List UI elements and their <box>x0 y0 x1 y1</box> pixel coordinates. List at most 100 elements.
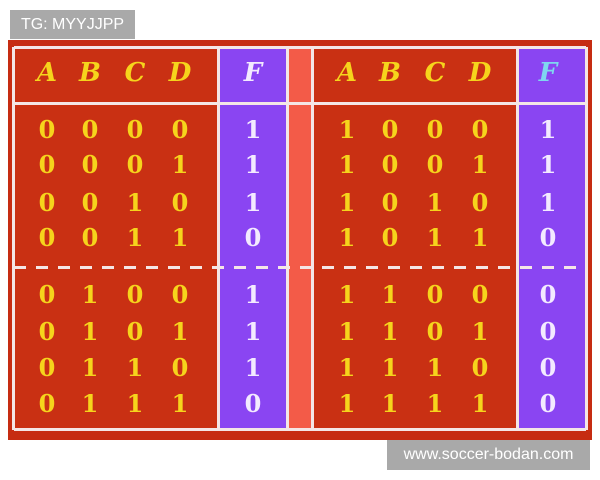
input-cell: 1 <box>471 389 489 418</box>
input-cell: 0 <box>171 188 189 217</box>
column-header-d: D <box>468 58 492 88</box>
input-cell: 0 <box>471 115 489 144</box>
column-header-c: C <box>424 58 446 88</box>
divider <box>585 47 588 430</box>
output-cell: 1 <box>539 150 557 179</box>
input-cell: 1 <box>338 150 356 179</box>
input-cell: 0 <box>426 115 444 144</box>
divider <box>286 47 289 430</box>
column-header-f: F <box>243 58 263 88</box>
input-cell: 1 <box>381 353 399 382</box>
input-cell: 0 <box>81 150 99 179</box>
column-header-f: F <box>538 58 558 88</box>
header-divider <box>14 102 586 105</box>
input-cell: 1 <box>126 389 144 418</box>
divider <box>14 428 586 431</box>
input-cell: 0 <box>38 317 56 346</box>
left-inputs-panel <box>14 47 218 430</box>
input-cell: 1 <box>81 389 99 418</box>
output-cell: 0 <box>244 389 262 418</box>
input-cell: 0 <box>381 223 399 252</box>
divider <box>14 46 586 49</box>
column-header-c: C <box>124 58 146 88</box>
output-cell: 0 <box>539 317 557 346</box>
input-cell: 1 <box>338 317 356 346</box>
input-cell: 0 <box>38 280 56 309</box>
input-cell: 1 <box>338 188 356 217</box>
divider <box>217 47 220 430</box>
input-cell: 0 <box>381 150 399 179</box>
separator-strip <box>289 47 311 430</box>
column-header-b: B <box>79 58 101 88</box>
input-cell: 0 <box>471 280 489 309</box>
input-cell: 0 <box>426 280 444 309</box>
input-cell: 0 <box>426 317 444 346</box>
input-cell: 1 <box>471 223 489 252</box>
input-cell: 1 <box>426 223 444 252</box>
input-cell: 0 <box>38 188 56 217</box>
column-header-a: A <box>36 58 58 88</box>
input-cell: 1 <box>471 150 489 179</box>
input-cell: 0 <box>471 188 489 217</box>
input-cell: 1 <box>171 223 189 252</box>
output-cell: 1 <box>244 353 262 382</box>
output-cell: 1 <box>244 188 262 217</box>
input-cell: 0 <box>126 150 144 179</box>
input-cell: 1 <box>338 223 356 252</box>
input-cell: 0 <box>81 223 99 252</box>
input-cell: 1 <box>81 280 99 309</box>
input-cell: 0 <box>38 389 56 418</box>
dashed-group-divider <box>14 266 586 269</box>
input-cell: 0 <box>471 353 489 382</box>
input-cell: 1 <box>426 389 444 418</box>
input-cell: 0 <box>38 223 56 252</box>
input-cell: 1 <box>338 280 356 309</box>
input-cell: 1 <box>171 389 189 418</box>
input-cell: 0 <box>38 353 56 382</box>
output-cell: 1 <box>244 280 262 309</box>
input-cell: 1 <box>426 188 444 217</box>
right-inputs-panel <box>314 47 516 430</box>
left-output-panel <box>220 47 286 430</box>
input-cell: 0 <box>81 115 99 144</box>
input-cell: 1 <box>126 188 144 217</box>
divider <box>516 47 519 430</box>
column-header-b: B <box>379 58 401 88</box>
output-cell: 0 <box>539 280 557 309</box>
input-cell: 0 <box>381 115 399 144</box>
input-cell: 0 <box>38 115 56 144</box>
input-cell: 1 <box>81 353 99 382</box>
right-output-panel <box>519 47 586 430</box>
input-cell: 0 <box>126 115 144 144</box>
input-cell: 0 <box>426 150 444 179</box>
input-cell: 1 <box>381 389 399 418</box>
input-cell: 1 <box>381 280 399 309</box>
output-cell: 0 <box>539 389 557 418</box>
input-cell: 1 <box>171 317 189 346</box>
watermark-top-left: TG: MYYJJPP <box>10 10 135 39</box>
input-cell: 1 <box>81 317 99 346</box>
input-cell: 1 <box>426 353 444 382</box>
divider <box>311 47 314 430</box>
column-header-a: A <box>336 58 358 88</box>
input-cell: 1 <box>381 317 399 346</box>
output-cell: 1 <box>244 317 262 346</box>
input-cell: 0 <box>381 188 399 217</box>
input-cell: 1 <box>338 353 356 382</box>
input-cell: 0 <box>171 353 189 382</box>
input-cell: 0 <box>171 280 189 309</box>
output-cell: 0 <box>539 353 557 382</box>
output-cell: 0 <box>244 223 262 252</box>
input-cell: 0 <box>171 115 189 144</box>
column-header-d: D <box>168 58 192 88</box>
divider <box>12 47 15 430</box>
output-cell: 0 <box>539 223 557 252</box>
input-cell: 1 <box>471 317 489 346</box>
input-cell: 1 <box>338 115 356 144</box>
input-cell: 0 <box>81 188 99 217</box>
input-cell: 0 <box>38 150 56 179</box>
output-cell: 1 <box>539 188 557 217</box>
input-cell: 0 <box>126 280 144 309</box>
output-cell: 1 <box>539 115 557 144</box>
